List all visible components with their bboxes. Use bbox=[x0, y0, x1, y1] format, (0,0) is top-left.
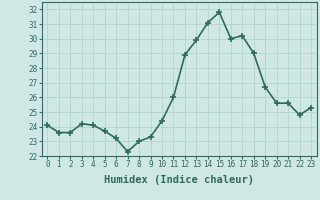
X-axis label: Humidex (Indice chaleur): Humidex (Indice chaleur) bbox=[104, 175, 254, 185]
